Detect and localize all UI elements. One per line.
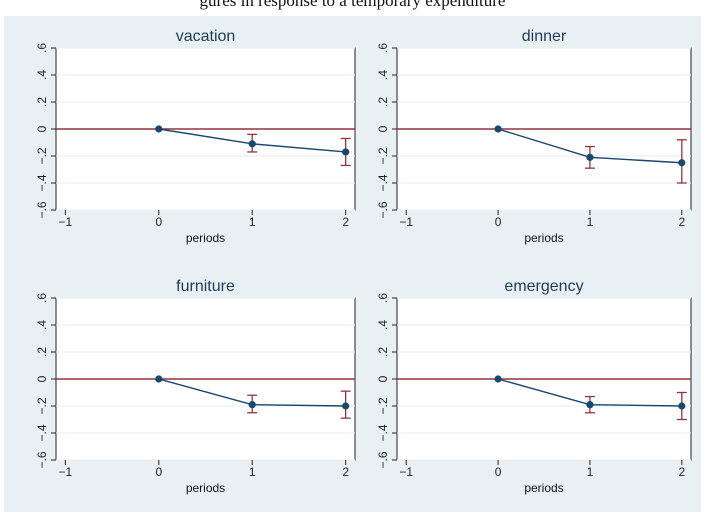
- y-tick-label: .4: [376, 70, 390, 80]
- panel-1: −.6 −.4 −.2 0 .2 .4 .6 −1 0 1 2 periods vacation: [35, 28, 356, 245]
- y-tick-label: .6: [376, 43, 390, 53]
- y-tick-label: −.2: [35, 397, 49, 414]
- x-tick-label: 0: [155, 465, 162, 479]
- data-point: [342, 148, 350, 156]
- data-point: [494, 125, 502, 133]
- data-point: [586, 153, 594, 161]
- x-tick-label: 2: [342, 465, 349, 479]
- panel-title: vacation: [176, 28, 236, 45]
- x-tick-label: 1: [249, 215, 256, 229]
- y-tick-label: −.4: [376, 424, 390, 441]
- x-tick-label: 2: [342, 215, 349, 229]
- x-tick-label: 2: [678, 465, 685, 479]
- y-tick-label: .4: [35, 320, 49, 330]
- x-tick-label: 1: [587, 215, 594, 229]
- x-tick-label: 0: [495, 465, 502, 479]
- y-tick-label: −.4: [35, 424, 49, 441]
- y-tick-label: .6: [35, 293, 49, 303]
- y-tick-label: .2: [376, 347, 390, 357]
- y-tick-label: .6: [35, 43, 49, 53]
- x-axis-title: periods: [186, 231, 225, 245]
- panel-2: −.6 −.4 −.2 0 .2 .4 .6 −1 0 1 2 periods dinner: [376, 28, 692, 245]
- panel-title: furniture: [176, 278, 235, 295]
- panel-3: −.6 −.4 −.2 0 .2 .4 .6 −1 0 1 2 periods furniture: [35, 278, 356, 495]
- y-tick-label: 0: [376, 375, 390, 382]
- y-tick-label: 0: [376, 125, 390, 132]
- x-tick-label: 1: [249, 465, 256, 479]
- y-tick-label: .6: [376, 293, 390, 303]
- x-tick-label: 1: [587, 465, 594, 479]
- data-point: [494, 375, 502, 383]
- data-point: [586, 401, 594, 409]
- data-point: [678, 159, 686, 167]
- data-point: [678, 402, 686, 410]
- x-tick-label: −1: [59, 215, 73, 229]
- x-tick-label: 0: [155, 215, 162, 229]
- x-axis-title: periods: [524, 481, 563, 495]
- y-tick-label: .4: [35, 70, 49, 80]
- y-tick-label: −.6: [35, 451, 49, 468]
- data-point: [342, 402, 350, 410]
- x-axis-title: periods: [186, 481, 225, 495]
- x-axis-title: periods: [524, 231, 563, 245]
- y-tick-label: .2: [376, 97, 390, 107]
- y-tick-label: −.6: [35, 201, 49, 218]
- y-tick-label: .4: [376, 320, 390, 330]
- data-point: [248, 401, 256, 409]
- data-point: [155, 125, 163, 133]
- x-tick-label: −1: [399, 215, 413, 229]
- y-tick-label: −.2: [35, 147, 49, 164]
- x-tick-label: −1: [59, 465, 73, 479]
- panel-4: −.6 −.4 −.2 0 .2 .4 .6 −1 0 1 2 periods emergency: [376, 278, 692, 495]
- panel-title: emergency: [504, 278, 583, 295]
- y-tick-label: −.2: [376, 397, 390, 414]
- panel-title: dinner: [522, 28, 567, 45]
- y-tick-label: −.6: [376, 451, 390, 468]
- x-tick-label: −1: [399, 465, 413, 479]
- y-tick-label: 0: [35, 375, 49, 382]
- x-tick-label: 2: [678, 215, 685, 229]
- y-tick-label: 0: [35, 125, 49, 132]
- x-tick-label: 0: [495, 215, 502, 229]
- figure-caption: gures in response to a temporary expendi…: [199, 0, 506, 10]
- y-tick-label: −.4: [376, 174, 390, 191]
- y-tick-label: −.4: [35, 174, 49, 191]
- data-point: [155, 375, 163, 383]
- y-tick-label: .2: [35, 347, 49, 357]
- data-point: [248, 140, 256, 148]
- y-tick-label: −.6: [376, 201, 390, 218]
- y-tick-label: .2: [35, 97, 49, 107]
- y-tick-label: −.2: [376, 147, 390, 164]
